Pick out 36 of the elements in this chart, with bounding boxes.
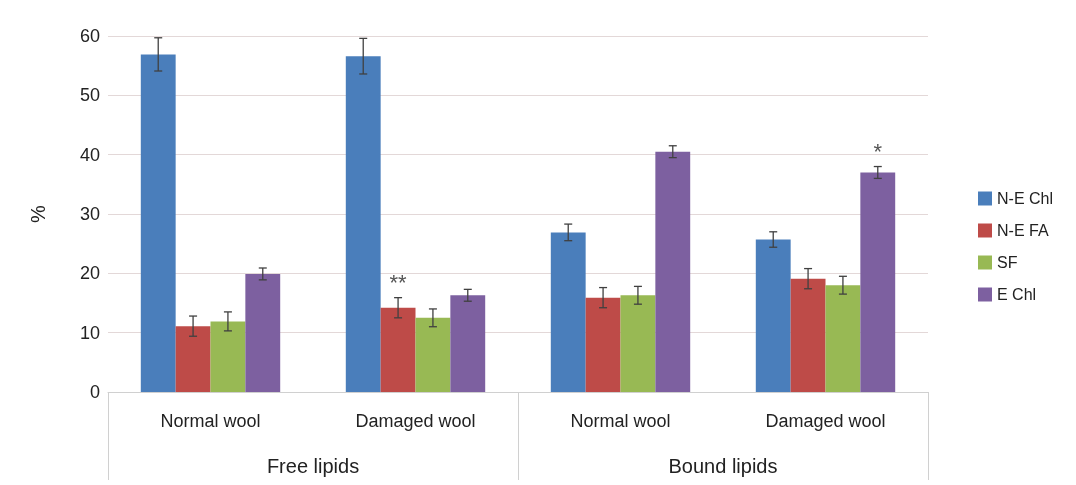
- bar: [450, 295, 486, 392]
- bar: [825, 285, 861, 392]
- bar: [655, 151, 691, 392]
- y-tick-label: 20: [79, 263, 100, 284]
- text: Bound lipids: [668, 455, 778, 477]
- bar: [415, 317, 451, 392]
- bar: [175, 326, 211, 392]
- bar: [210, 321, 246, 392]
- y-tick-label: 60: [79, 26, 100, 46]
- bar: [755, 239, 791, 392]
- bar: [585, 297, 621, 392]
- y-axis-title: %: [27, 204, 49, 223]
- legend-label: E Chl: [996, 286, 1037, 303]
- data-label: *: [873, 139, 883, 165]
- y-tick-label: 10: [79, 322, 100, 343]
- y-tick-label: 40: [79, 144, 100, 165]
- text: Free lipids: [266, 455, 360, 477]
- y-tick-label: 30: [79, 204, 100, 224]
- x-tick-label: Damaged wool: [765, 411, 886, 431]
- legend-label: N-E Chl: [996, 190, 1054, 207]
- legend-label: N-E FA: [996, 222, 1049, 239]
- bar: [140, 54, 176, 392]
- x-tick-label: Normal wool: [160, 411, 261, 431]
- data-label: **: [389, 270, 408, 296]
- x-tick-label: Damaged wool: [355, 411, 476, 431]
- bar: [380, 307, 416, 392]
- x-tick-label: Normal wool: [570, 411, 671, 431]
- bar: [620, 295, 656, 392]
- y-tick-label: 0: [89, 382, 100, 402]
- bar: [345, 56, 381, 392]
- bar: [790, 278, 826, 392]
- y-tick-label: 50: [79, 85, 100, 106]
- bar: [245, 273, 281, 392]
- bar: [860, 172, 896, 392]
- bar: [550, 232, 586, 392]
- legend-label: SF: [996, 254, 1018, 271]
